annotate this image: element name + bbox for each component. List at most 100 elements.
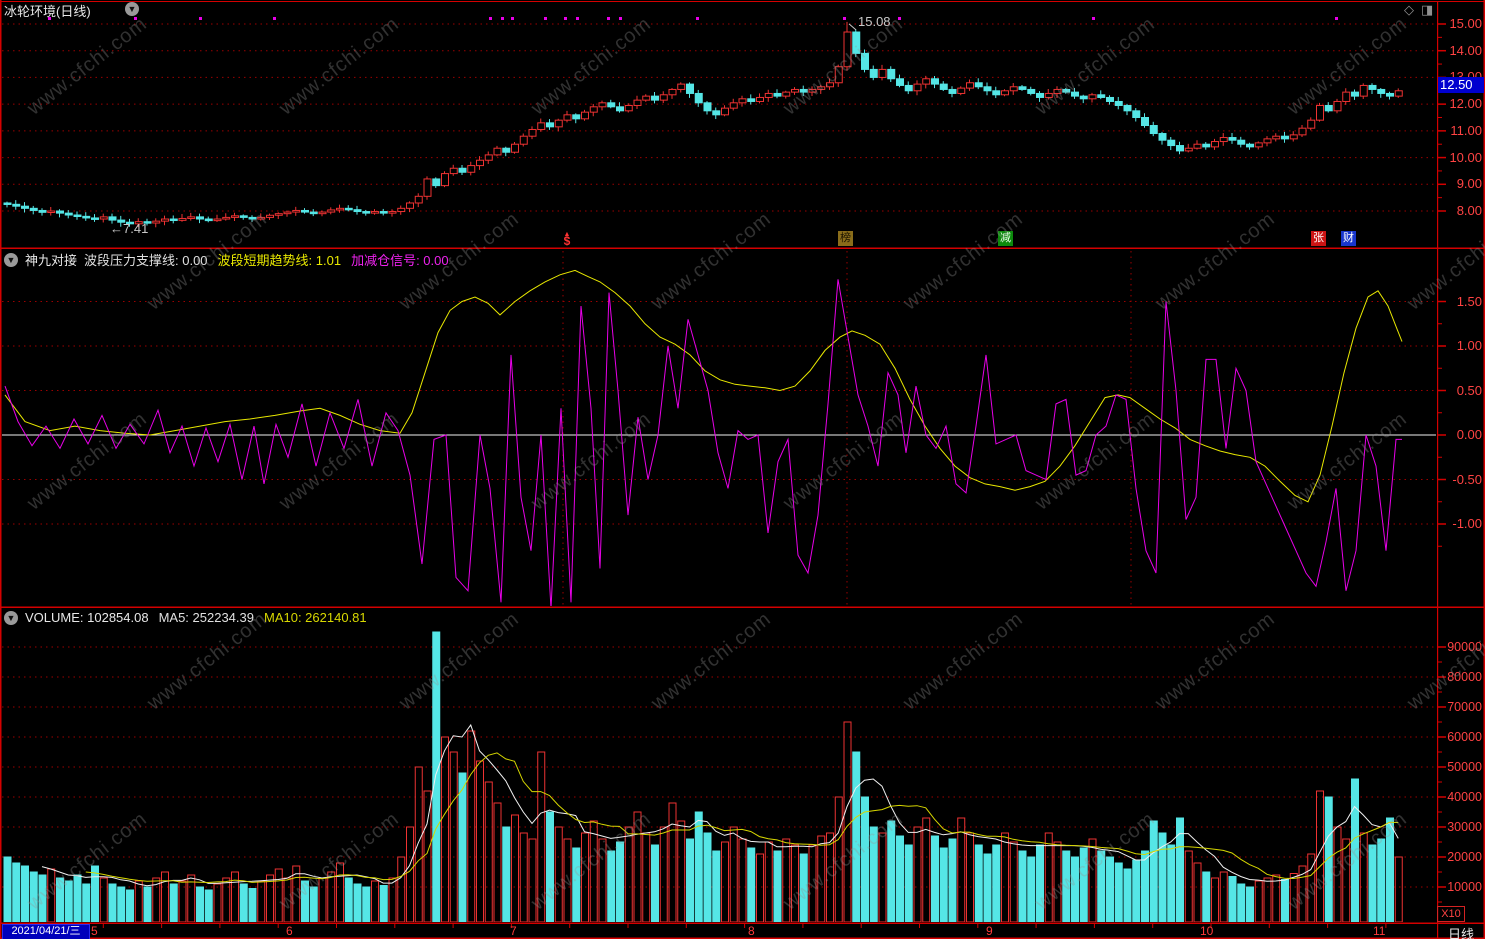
signal-marker-减: 减 [998,231,1013,246]
volume-bar [379,885,388,922]
volume-bar [1202,871,1211,922]
candlestick [1307,119,1316,129]
volume-bar [966,832,974,922]
signal-dot [576,17,579,20]
candlestick [729,102,738,109]
volume-bar [414,766,423,922]
volume-bar [1079,847,1088,922]
candlestick [266,214,274,218]
candlestick [1324,104,1333,112]
x-axis-month-label: 5 [91,924,98,938]
indicator-header: ▼ 神九对接 波段压力支撑线: 0.00 波段短期趋势线: 1.01 加减仓信号: … [4,250,449,269]
volume-bar [432,631,441,922]
candlestick [1359,84,1368,97]
volume-bar [204,889,213,922]
volume-bar [1009,841,1018,922]
candlestick [1377,88,1386,94]
candlestick [694,92,703,104]
frame-line [0,937,1485,939]
volume-bar [423,790,432,922]
signal-marker-榜: 榜 [838,231,853,246]
volume-bar [344,877,353,922]
candlestick [301,209,309,213]
candlestick [668,88,677,96]
volume-bar [231,871,239,922]
y-axis-label: 70000 [1447,700,1482,714]
candlestick [441,173,449,187]
x-axis-month-label: 6 [286,924,293,938]
signal-dot [489,17,492,20]
volume-bar [721,841,729,922]
candlestick [633,99,642,106]
y-axis-label: 90000 [1447,640,1482,654]
volume-bar [1018,850,1027,922]
volume-bar [1272,874,1281,922]
candlestick [913,83,922,92]
volume-bar [1132,859,1141,922]
indicator-name[interactable]: 神九对接 [25,253,78,268]
y-axis-label: 9.00 [1456,176,1482,192]
candlestick [1149,125,1158,135]
split-pane-icon[interactable]: ◨ [1421,2,1434,17]
volume-collapse-icon[interactable]: ▼ [4,610,18,625]
candlestick [318,211,327,215]
volume-bar [222,877,231,922]
volume-bar [738,838,747,922]
candlestick [581,111,589,120]
candlestick [677,83,686,90]
candlestick [29,207,38,211]
candlestick [257,216,266,220]
volume-header: ▼ VOLUME: 102854.08 MA5: 252234.39 MA10: 2… [4,610,367,625]
candlestick [388,211,397,214]
candlestick [554,119,563,128]
candlestick [537,122,546,131]
candlestick [756,96,764,102]
header-field: VOLUME: 102854.08 [25,610,149,625]
candlestick [292,209,301,213]
candlestick [992,90,1001,96]
volume-bar [861,796,869,922]
candlestick [1044,92,1053,98]
volume-bar [1097,850,1106,922]
candlestick [834,66,843,84]
volume-bar [301,880,309,922]
diamond-icon[interactable]: ◇ [1404,2,1414,17]
candlestick [1088,94,1097,100]
candlestick [563,114,572,121]
volume-bar [843,721,852,922]
volume-bar [143,886,152,922]
period-label[interactable]: 日线 [1447,927,1474,939]
candlestick [362,211,371,214]
y-axis-label: 20000 [1447,850,1482,864]
candlestick [826,82,834,88]
volume-bar [773,850,782,922]
indicator-values: 波段压力支撑线: 0.00 波段短期趋势线: 1.01 加减仓信号: 0.00 [84,250,449,269]
candlestick [624,104,633,112]
header-field: 波段短期趋势线: 1.01 [217,253,342,268]
candlestick [519,135,528,145]
volume-bar [21,865,29,922]
volume-bar [126,889,134,922]
y-axis-label: -1.00 [1452,516,1482,531]
title-dropdown-icon[interactable]: ▼ [125,2,139,16]
volume-bar [1149,820,1158,922]
y-axis-label: 11.00 [1450,122,1482,138]
volume-bar [1176,817,1184,922]
candlestick [143,221,152,224]
volume-bar [1333,826,1342,922]
volume-bar [1001,832,1009,922]
indicator-collapse-icon[interactable]: ▼ [4,252,18,267]
volume-bar [1044,832,1053,922]
volume-bar [1184,850,1193,922]
candlestick [1342,91,1351,102]
signal-dot [564,17,567,20]
x-axis-month-label: 9 [986,924,993,938]
candlestick [3,202,12,205]
header-field: MA5: 252234.39 [158,610,254,625]
candlestick [309,211,318,215]
volume-bar [703,832,712,922]
candlestick [659,94,668,101]
candlestick [231,215,239,218]
